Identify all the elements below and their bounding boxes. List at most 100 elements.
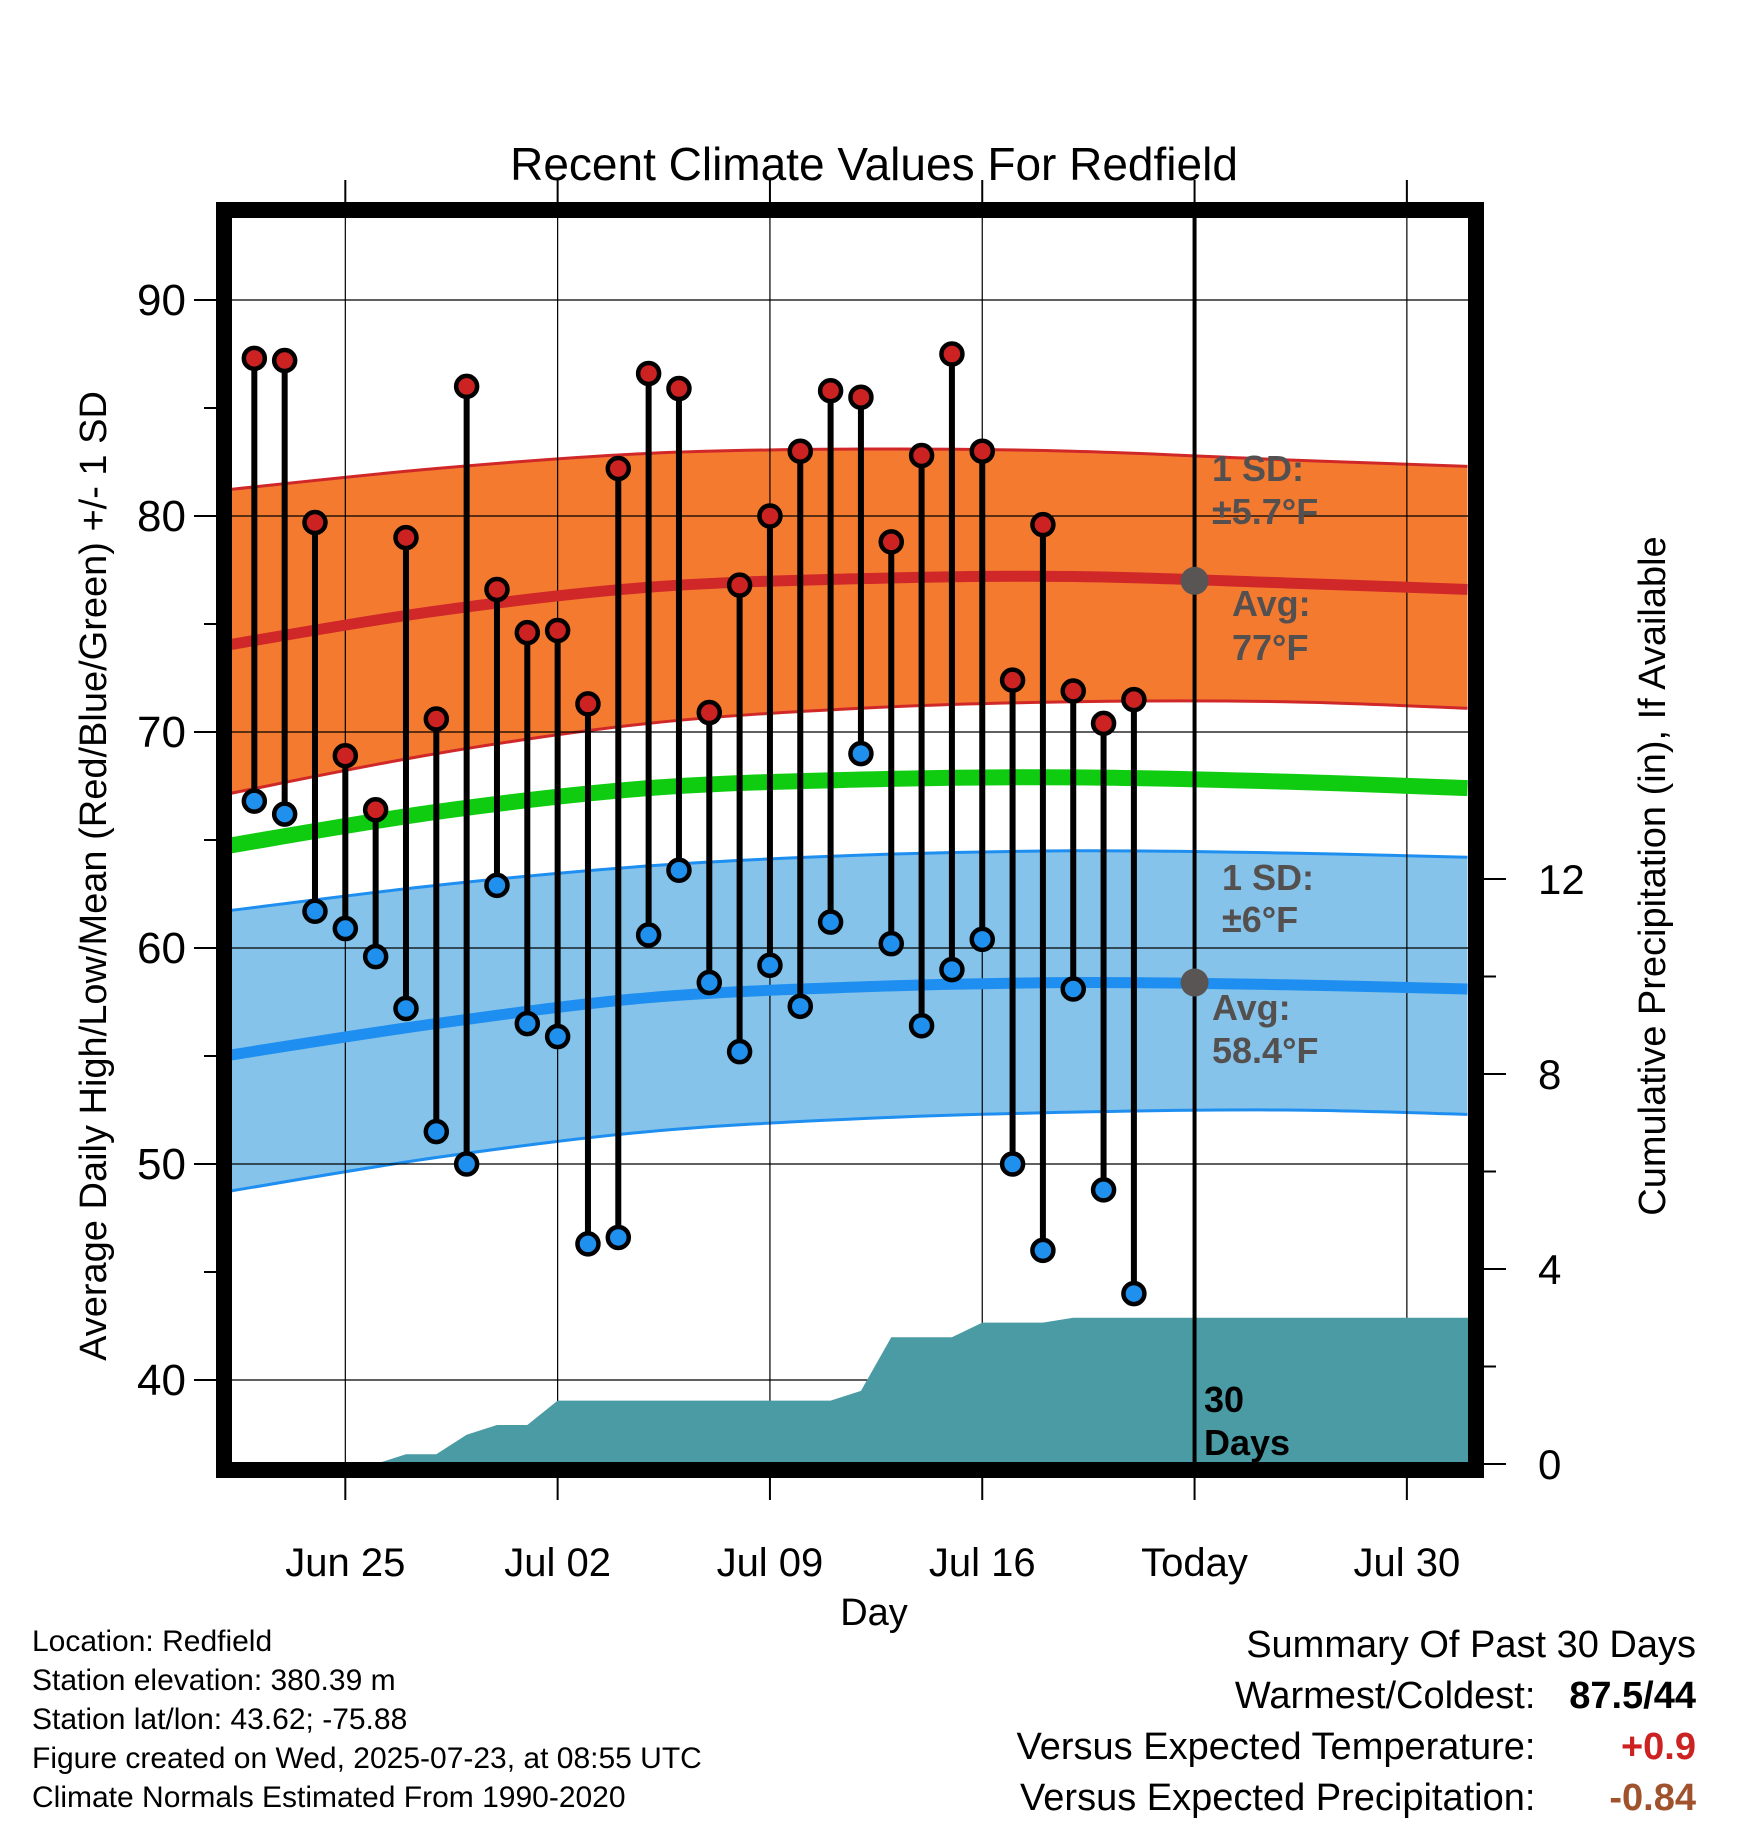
y2-tick-label: 0: [1538, 1441, 1561, 1488]
x-tick-label: Jul 30: [1353, 1541, 1460, 1585]
low-point: [1060, 976, 1086, 1002]
low-point: [696, 969, 723, 996]
observations: [241, 210, 1209, 1470]
temp-value: +0.9: [1620, 1726, 1696, 1768]
station-info: Location: Redfield Station elevation: 38…: [32, 1622, 702, 1817]
low-point: [514, 1010, 541, 1037]
low-point: [453, 1151, 480, 1177]
high-point: [362, 797, 389, 823]
high-point: [1030, 511, 1056, 538]
high-point: [605, 455, 632, 482]
low-point: [544, 1023, 571, 1050]
low-point: [878, 930, 905, 957]
y2-axis-label: Cumulative Precipitation (in), If Availa…: [1632, 536, 1674, 1215]
high-avg-label: Avg:: [1232, 583, 1311, 624]
temp-row: Versus Expected Temperature: +0.9: [1017, 1722, 1696, 1773]
high-sd-value: ±5.7°F: [1212, 491, 1318, 532]
precip-row: Versus Expected Precipitation: -0.84: [1017, 1773, 1696, 1824]
low-point: [787, 993, 814, 1020]
high-point: [999, 667, 1026, 693]
low-point: [1121, 1280, 1147, 1307]
high-point: [332, 743, 359, 769]
high-sd-band: [224, 448, 1468, 795]
low-avg-value: 58.4°F: [1212, 1030, 1318, 1071]
low-point: [939, 956, 965, 983]
y-tick-label: 80: [137, 492, 186, 541]
low-point: [241, 788, 268, 814]
high-point: [1090, 710, 1117, 737]
y2-tick-label: 12: [1538, 856, 1585, 903]
low-sd-value: ±6°F: [1222, 899, 1298, 940]
warm-cold-value: 87.5/44: [1569, 1675, 1696, 1717]
high-point: [1060, 678, 1086, 704]
x-tick-label: Jul 02: [504, 1541, 611, 1585]
high-point: [423, 706, 450, 732]
x-tick-label: Jul 09: [717, 1541, 824, 1585]
y-tick-label: 40: [137, 1356, 186, 1405]
y2-tick-label: 8: [1538, 1051, 1561, 1098]
y-tick-label: 90: [137, 276, 186, 325]
low-point: [605, 1224, 632, 1251]
elevation-text: Station elevation: 380.39 m: [32, 1664, 396, 1697]
high-point: [453, 373, 480, 400]
days-label: Days: [1204, 1422, 1290, 1463]
high-point: [969, 438, 995, 464]
high-point: [1121, 686, 1147, 713]
days-number: 30: [1204, 1379, 1244, 1420]
high-point: [787, 438, 814, 464]
high-point: [848, 384, 874, 410]
x-tick-label: Jul 16: [929, 1541, 1036, 1585]
mean-line: [222, 769, 1468, 855]
low-point: [1090, 1177, 1117, 1203]
latlon-text: Station lat/lon: 43.62; -75.88: [32, 1703, 408, 1736]
plot-border: [216, 202, 1484, 1478]
low-point: [999, 1151, 1026, 1177]
high-point: [635, 360, 662, 387]
high-sd-label: 1 SD:: [1212, 448, 1304, 489]
low-point: [302, 898, 328, 925]
high-point: [241, 345, 268, 372]
high-point: [393, 524, 419, 551]
low-point: [484, 872, 510, 899]
summary-panel: Summary Of Past 30 Days Warmest/Coldest:…: [1017, 1620, 1696, 1824]
temp-label: Versus Expected Temperature:: [1016, 1726, 1536, 1768]
low-point: [757, 952, 783, 979]
summary-title: Summary Of Past 30 Days: [1246, 1624, 1696, 1666]
x-tick-label: Today: [1141, 1541, 1248, 1585]
chart-title: Recent Climate Values For Redfield: [510, 138, 1238, 190]
high-point: [726, 572, 753, 598]
low-point: [1030, 1237, 1056, 1264]
high-point: [666, 375, 692, 402]
plot-frame: [194, 180, 1506, 1500]
high-point: [757, 503, 783, 529]
low-point: [817, 909, 844, 935]
high-point: [817, 377, 844, 404]
x-tick-label: Jun 25: [285, 1541, 405, 1585]
y-axis-label: Average Daily High/Low/Mean (Red/Blue/Gr…: [73, 391, 115, 1361]
low-point: [848, 740, 874, 767]
low-sd-band-lower-edge: [223, 1108, 1468, 1194]
precip-value: -0.84: [1609, 1777, 1696, 1819]
low-point: [575, 1231, 601, 1257]
y2-tick-label: 4: [1538, 1246, 1561, 1293]
low-point: [271, 801, 298, 827]
low-point: [726, 1038, 753, 1065]
high-point: [271, 347, 298, 374]
low-point: [635, 922, 662, 948]
high-point: [484, 576, 510, 603]
precip-area-fill: [254, 1317, 1477, 1464]
created-text: Figure created on Wed, 2025-07-23, at 08…: [32, 1742, 702, 1775]
x-axis-label: Day: [840, 1592, 908, 1634]
high-avg-value: 77°F: [1232, 627, 1308, 668]
chart-text: Recent Climate Values For Redfield Day Ave…: [73, 138, 1674, 1634]
warm-cold-label: Warmest/Coldest:: [1234, 1675, 1536, 1717]
precip-area: [254, 1317, 1477, 1464]
high-point: [878, 529, 905, 555]
precip-label: Versus Expected Precipitation:: [1020, 1777, 1536, 1819]
y-tick-label: 60: [137, 924, 186, 973]
low-point: [362, 943, 389, 970]
y-tick-label: 70: [137, 708, 186, 757]
low-sd-label: 1 SD:: [1222, 857, 1314, 898]
high-point: [544, 617, 571, 644]
